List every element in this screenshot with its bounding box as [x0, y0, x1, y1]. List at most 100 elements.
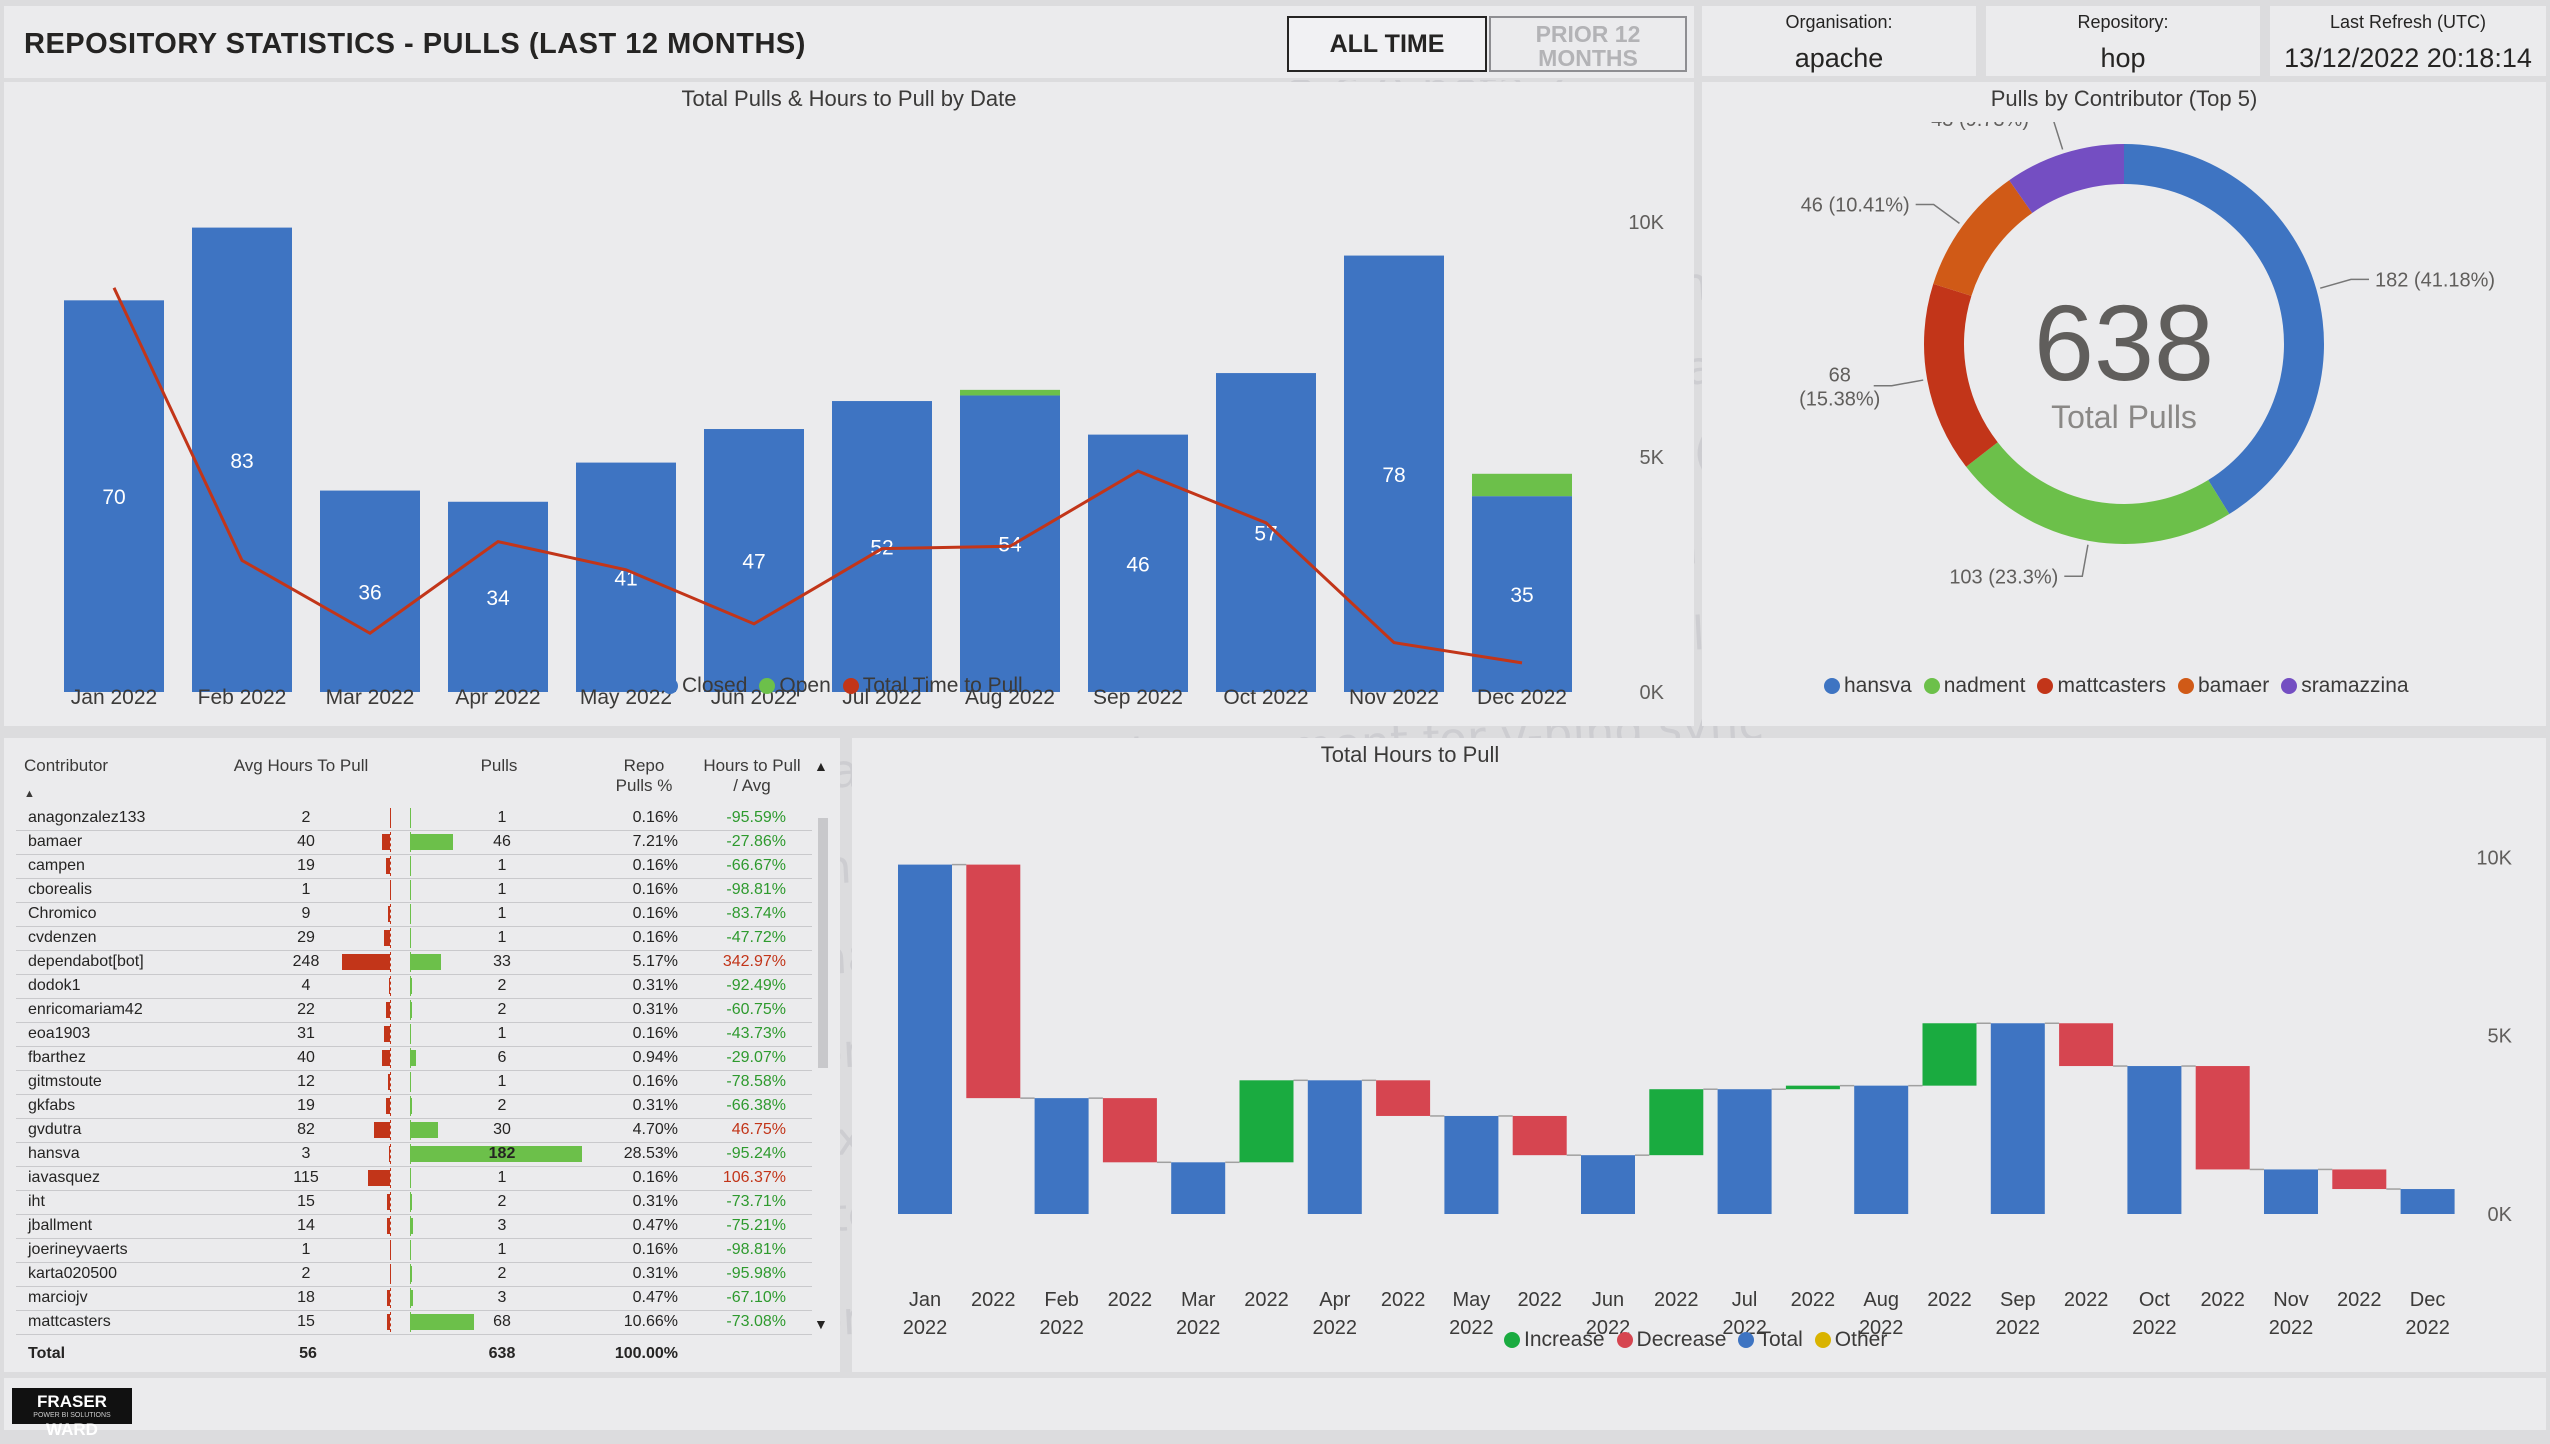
- pulls-by-contributor-chart: 182 (41.18%)103 (23.3%)68(15.38%)46 (10.…: [1702, 122, 2546, 682]
- x-tick-label: Sep 2022: [1093, 686, 1183, 709]
- decrease-step-bar: [1513, 1116, 1567, 1155]
- hours-avg-value: -73.71%: [706, 1193, 786, 1211]
- avg-hours-bar: [342, 954, 390, 970]
- total-step-bar: [2264, 1169, 2318, 1214]
- pulls-axis: [410, 1000, 411, 1020]
- pulls-value: 1: [482, 1169, 522, 1187]
- scrollbar-thumb[interactable]: [818, 818, 828, 1068]
- pulls-axis: [410, 1096, 411, 1116]
- x-tick-label: Nov: [2273, 1289, 2309, 1311]
- table-scrollbar[interactable]: ▲ ▼: [814, 758, 834, 1338]
- hours-avg-value: -27.86%: [706, 833, 786, 851]
- repository-value: hop: [1986, 43, 2260, 74]
- contributor-name: campen: [28, 857, 85, 875]
- avg-hours-axis: [390, 1168, 391, 1188]
- avg-hours-bar: [382, 1050, 390, 1066]
- avg-hours-value: 9: [286, 905, 326, 923]
- avg-hours-axis: [390, 880, 391, 900]
- avg-hours-value: 40: [286, 1049, 326, 1067]
- pulls-bar: [410, 954, 441, 970]
- pulls-value: 2: [482, 1265, 522, 1283]
- col-pulls[interactable]: Pulls: [464, 756, 534, 776]
- bar-data-label: 57: [1254, 523, 1277, 546]
- total-step-bar: [2401, 1189, 2455, 1214]
- scroll-up-icon[interactable]: ▲: [814, 758, 828, 774]
- avg-hours-axis: [390, 1240, 391, 1260]
- x-tick-label: 2022: [1381, 1289, 1426, 1311]
- decrease-step-bar: [1376, 1080, 1430, 1116]
- bar-data-label: 35: [1510, 584, 1533, 607]
- x-tick-label: 2022: [1108, 1289, 1153, 1311]
- avg-hours-value: 29: [286, 929, 326, 947]
- decrease-step-bar: [1103, 1098, 1157, 1162]
- all-time-button[interactable]: ALL TIME: [1287, 16, 1487, 72]
- avg-hours-axis: [390, 952, 391, 972]
- hours-avg-value: -92.49%: [706, 977, 786, 995]
- hours-avg-value: -43.73%: [706, 1025, 786, 1043]
- legend-decrease-label: Decrease: [1637, 1328, 1727, 1352]
- decrease-step-bar: [2196, 1066, 2250, 1169]
- legend-closed-label: Closed: [682, 674, 747, 698]
- legend-sramazzina-label: sramazzina: [2301, 674, 2408, 698]
- repository-card: Repository: hop: [1986, 6, 2260, 76]
- total-step-bar: [1718, 1089, 1772, 1214]
- donut-center-value: 638: [2034, 282, 2214, 403]
- x-tick-label: 2022: [1791, 1289, 1836, 1311]
- hours-avg-value: -66.67%: [706, 857, 786, 875]
- pulls-value: 30: [482, 1121, 522, 1139]
- col-avg-hours[interactable]: Avg Hours To Pull: [216, 756, 386, 776]
- y-tick-label: 0K: [2488, 1204, 2513, 1226]
- pulls-by-contributor-panel: Pulls by Contributor (Top 5) 182 (41.18%…: [1702, 82, 2546, 726]
- avg-hours-value: 15: [286, 1313, 326, 1331]
- x-tick-label: Nov 2022: [1349, 686, 1439, 709]
- x-tick-label: 2022: [2269, 1317, 2314, 1339]
- slice-data-label: 103 (23.3%): [1949, 566, 2058, 588]
- sort-ascending-icon[interactable]: ▲: [24, 788, 35, 800]
- bar-data-label: 34: [486, 587, 510, 610]
- repo-pct-value: 0.31%: [608, 1097, 678, 1115]
- decrease-step-bar: [966, 865, 1020, 1099]
- total-repo-pct: 100.00%: [608, 1345, 678, 1363]
- repo-pct-value: 0.47%: [608, 1217, 678, 1235]
- pulls-axis: [410, 1072, 411, 1092]
- bar-data-label: 47: [742, 551, 765, 574]
- col-repo-pulls-pct[interactable]: Repo Pulls %: [609, 756, 679, 796]
- contributor-name: dependabot[bot]: [28, 953, 144, 971]
- pulls-value: 1: [482, 809, 522, 827]
- scroll-down-icon[interactable]: ▼: [814, 1316, 828, 1332]
- decrease-step-bar: [2059, 1023, 2113, 1066]
- col-contributor[interactable]: Contributor: [24, 756, 108, 776]
- pulls-axis: [410, 904, 411, 924]
- col-hours-to-pull-avg[interactable]: Hours to Pull / Avg: [702, 756, 802, 796]
- organisation-card: Organisation: apache: [1702, 6, 1976, 76]
- x-tick-label: 2022: [1927, 1289, 1972, 1311]
- increase-step-bar: [1923, 1023, 1977, 1085]
- repository-label: Repository:: [1986, 12, 2260, 33]
- avg-hours-axis: [390, 1120, 391, 1140]
- prior-12-months-button[interactable]: PRIOR 12 MONTHS: [1489, 16, 1687, 72]
- legend-bamaer-swatch: [2178, 678, 2194, 694]
